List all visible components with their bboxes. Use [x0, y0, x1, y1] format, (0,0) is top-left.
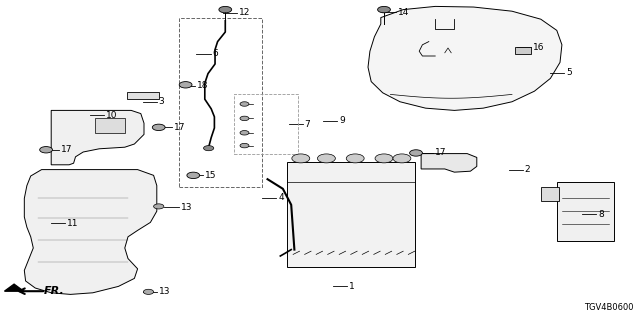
- Bar: [515, 47, 531, 54]
- Text: 17: 17: [61, 145, 72, 154]
- Text: 17: 17: [435, 148, 447, 157]
- Bar: [557, 182, 614, 241]
- Circle shape: [410, 150, 422, 156]
- Text: FR.: FR.: [44, 286, 64, 296]
- Text: 5: 5: [566, 68, 572, 77]
- Text: 14: 14: [398, 8, 410, 17]
- Circle shape: [187, 172, 200, 179]
- Bar: [234, 94, 298, 154]
- Circle shape: [219, 6, 232, 13]
- Circle shape: [204, 146, 214, 151]
- Text: 13: 13: [180, 203, 192, 212]
- Circle shape: [240, 102, 249, 106]
- FancyArrow shape: [4, 284, 24, 291]
- Circle shape: [154, 204, 164, 209]
- Text: 13: 13: [159, 287, 170, 296]
- Text: 4: 4: [278, 193, 284, 202]
- Bar: [95, 118, 125, 133]
- Text: TGV4B0600: TGV4B0600: [584, 303, 634, 312]
- Circle shape: [40, 147, 52, 153]
- Circle shape: [317, 154, 335, 163]
- Polygon shape: [24, 170, 157, 294]
- Circle shape: [393, 154, 411, 163]
- Bar: [541, 187, 559, 201]
- Bar: [287, 162, 415, 267]
- Circle shape: [152, 124, 165, 131]
- Circle shape: [378, 6, 390, 13]
- Bar: [179, 18, 262, 187]
- Circle shape: [346, 154, 364, 163]
- Circle shape: [292, 154, 310, 163]
- Text: 15: 15: [205, 171, 216, 180]
- Text: 3: 3: [159, 97, 164, 106]
- Text: 12: 12: [239, 8, 250, 17]
- Circle shape: [240, 143, 249, 148]
- Circle shape: [179, 82, 192, 88]
- Text: 17: 17: [174, 123, 186, 132]
- Circle shape: [375, 154, 393, 163]
- Text: 10: 10: [106, 111, 117, 120]
- Polygon shape: [421, 154, 477, 172]
- Circle shape: [240, 131, 249, 135]
- Polygon shape: [368, 6, 562, 110]
- Text: 6: 6: [212, 49, 218, 58]
- Circle shape: [240, 116, 249, 121]
- Circle shape: [143, 289, 154, 294]
- Text: 2: 2: [525, 165, 531, 174]
- Text: 8: 8: [598, 210, 604, 219]
- Polygon shape: [51, 110, 144, 165]
- Text: 11: 11: [67, 219, 79, 228]
- Text: 1: 1: [349, 282, 355, 291]
- Text: 16: 16: [533, 43, 545, 52]
- Bar: [127, 92, 159, 99]
- Text: 18: 18: [196, 81, 208, 90]
- Text: 7: 7: [305, 120, 310, 129]
- Text: 9: 9: [339, 116, 345, 125]
